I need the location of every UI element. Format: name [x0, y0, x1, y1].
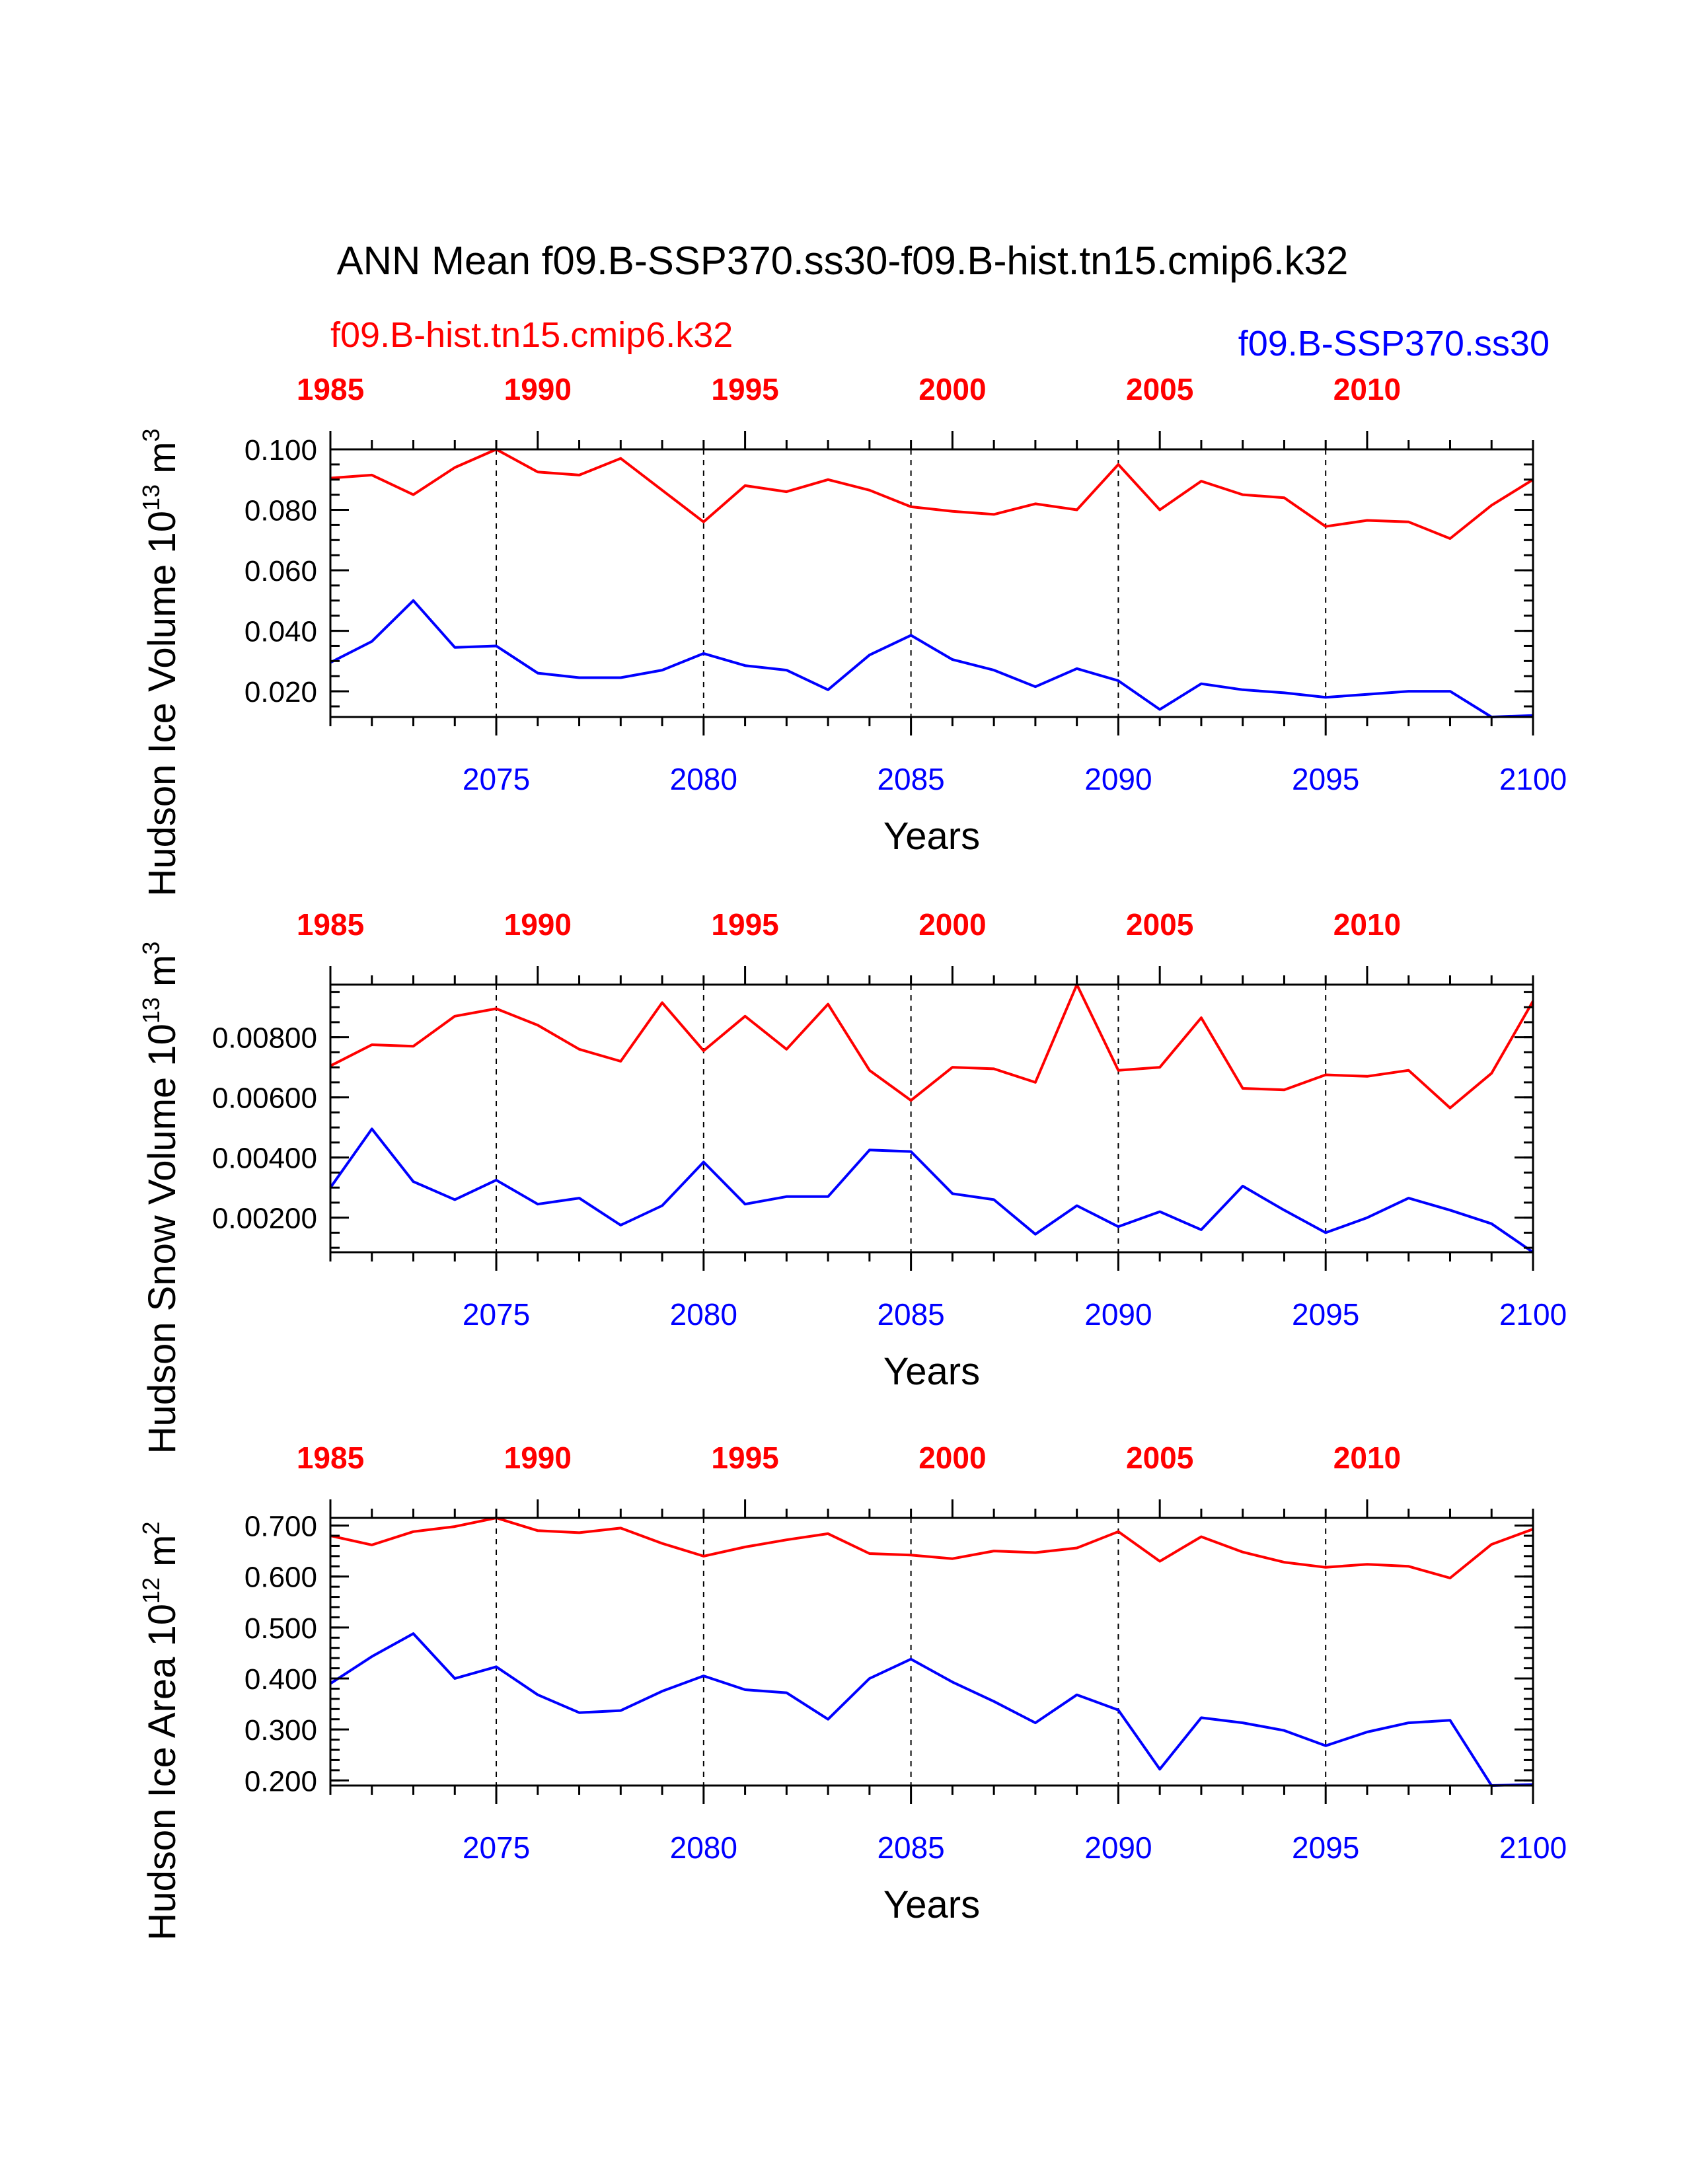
- y-axis-title-part: Hudson Ice Area 10: [141, 1604, 184, 1940]
- x-tick-label-top: 1990: [504, 1441, 572, 1475]
- x-tick-label-top: 1985: [297, 1441, 364, 1475]
- x-tick-label-bottom: 2100: [1499, 1830, 1567, 1865]
- y-tick-label: 0.00200: [212, 1203, 317, 1235]
- series-line-hist: [330, 1517, 1534, 1579]
- plot-frame: [329, 983, 1534, 1254]
- x-tick-label-top: 2000: [918, 372, 986, 406]
- x-tick-label-top: 1995: [711, 1441, 778, 1475]
- x-tick-label-bottom: 2080: [670, 1830, 737, 1865]
- y-axis-title-part: m: [141, 1535, 184, 1577]
- x-tick-label-top: 2010: [1333, 907, 1401, 942]
- x-tick-label-bottom: 2075: [463, 1297, 530, 1332]
- x-tick-label-bottom: 2090: [1084, 1830, 1152, 1865]
- x-axis-title: Years: [883, 1883, 980, 1926]
- y-tick-label: 0.020: [244, 676, 317, 708]
- y-tick-label: 0.00400: [212, 1143, 317, 1175]
- y-axis-title: Hudson Ice Area 1012 m2: [137, 1522, 184, 1941]
- x-tick-label-top: 1985: [297, 372, 364, 406]
- y-tick-label: 0.200: [244, 1765, 317, 1797]
- x-tick-label-top: 2010: [1333, 372, 1401, 406]
- x-tick-label-bottom: 2075: [463, 762, 530, 796]
- x-tick-label-bottom: 2095: [1292, 1297, 1359, 1332]
- chart-title: ANN Mean f09.B-SSP370.ss30-f09.B-hist.tn…: [337, 239, 1349, 283]
- x-tick-label-bottom: 2095: [1292, 1830, 1359, 1865]
- x-tick-label-top: 1985: [297, 907, 364, 942]
- y-tick-label: 0.300: [244, 1714, 317, 1747]
- y-axis-title-part: 13: [137, 484, 165, 511]
- plot-frame: [329, 1517, 1534, 1787]
- x-tick-label-top: 2000: [918, 907, 986, 942]
- x-tick-label-bottom: 2100: [1499, 762, 1567, 796]
- y-tick-label: 0.040: [244, 616, 317, 648]
- y-axis-title: Hudson Ice Volume 1013 m3: [137, 428, 184, 896]
- x-tick-label-top: 2005: [1126, 907, 1193, 942]
- y-axis-title-part: 3: [137, 942, 165, 955]
- chart-panel-3: 2075 2080 2085 2090 2095 2100 1985 1990 1995 2000…: [137, 1441, 1567, 1940]
- series-line-ssp: [329, 1127, 1534, 1254]
- y-tick-label: 0.600: [244, 1562, 317, 1594]
- x-tick-label-top: 1995: [711, 372, 778, 406]
- x-tick-label-bottom: 2100: [1499, 1297, 1567, 1332]
- y-axis-title-part: 3: [137, 428, 165, 441]
- chart-panel-1: 2075 2080 2085 2090 2095 2100 1985 1990 1995 2000…: [137, 372, 1567, 897]
- y-axis-title-part: m: [141, 441, 184, 484]
- x-axis-title: Years: [883, 815, 980, 858]
- x-axis-title: Years: [883, 1350, 980, 1393]
- y-axis-title-part: Hudson Ice Volume 10: [141, 511, 184, 897]
- x-tick-label-top: 2000: [918, 1441, 986, 1475]
- x-tick-label-bottom: 2095: [1292, 762, 1359, 796]
- y-tick-label: 0.00800: [212, 1022, 317, 1055]
- y-axis-title-part: Hudson Snow Volume 10: [141, 1024, 184, 1454]
- plot-frame: [329, 448, 1534, 718]
- legend-ssp-label: f09.B-SSP370.ss30: [1238, 324, 1550, 363]
- y-tick-label: 0.700: [244, 1511, 317, 1543]
- y-tick-label: 0.00600: [212, 1082, 317, 1115]
- y-tick-label: 0.080: [244, 495, 317, 527]
- y-tick-label: 0.500: [244, 1612, 317, 1645]
- series-line-ssp: [329, 1632, 1534, 1787]
- chart-panel-2: 2075 2080 2085 2090 2095 2100 1985 1990 1995 2000…: [137, 907, 1567, 1454]
- y-axis-title-part: 2: [137, 1522, 165, 1535]
- series-line-ssp: [330, 599, 1534, 718]
- x-tick-label-top: 2005: [1126, 372, 1193, 406]
- x-tick-label-top: 1990: [504, 372, 572, 406]
- y-tick-label: 0.060: [244, 555, 317, 587]
- x-tick-label-bottom: 2085: [877, 1297, 944, 1332]
- x-tick-label-bottom: 2075: [463, 1830, 530, 1865]
- x-tick-label-bottom: 2090: [1084, 762, 1152, 796]
- x-tick-label-top: 1990: [504, 907, 572, 942]
- series-line-hist: [330, 448, 1534, 540]
- x-tick-label-top: 2010: [1333, 1441, 1401, 1475]
- x-tick-label-bottom: 2085: [877, 1830, 944, 1865]
- x-tick-label-bottom: 2080: [670, 762, 737, 796]
- y-axis-title-part: 12: [137, 1577, 165, 1604]
- x-tick-label-bottom: 2080: [670, 1297, 737, 1332]
- y-tick-label: 0.100: [244, 434, 317, 467]
- y-axis-title: Hudson Snow Volume 1013 m3: [137, 942, 184, 1454]
- chart-panels: 2075 2080 2085 2090 2095 2100 1985 1990 1995 2000…: [137, 372, 1567, 1940]
- x-tick-label-top: 1995: [711, 907, 778, 942]
- legend-hist-label: f09.B-hist.tn15.cmip6.k32: [330, 315, 733, 355]
- y-axis-title-part: 13: [137, 997, 165, 1024]
- y-axis-title-part: m: [141, 955, 184, 997]
- series-line-hist: [330, 983, 1534, 1110]
- y-tick-label: 0.400: [244, 1663, 317, 1696]
- x-tick-label-bottom: 2090: [1084, 1297, 1152, 1332]
- x-tick-label-bottom: 2085: [877, 762, 944, 796]
- x-tick-label-top: 2005: [1126, 1441, 1193, 1475]
